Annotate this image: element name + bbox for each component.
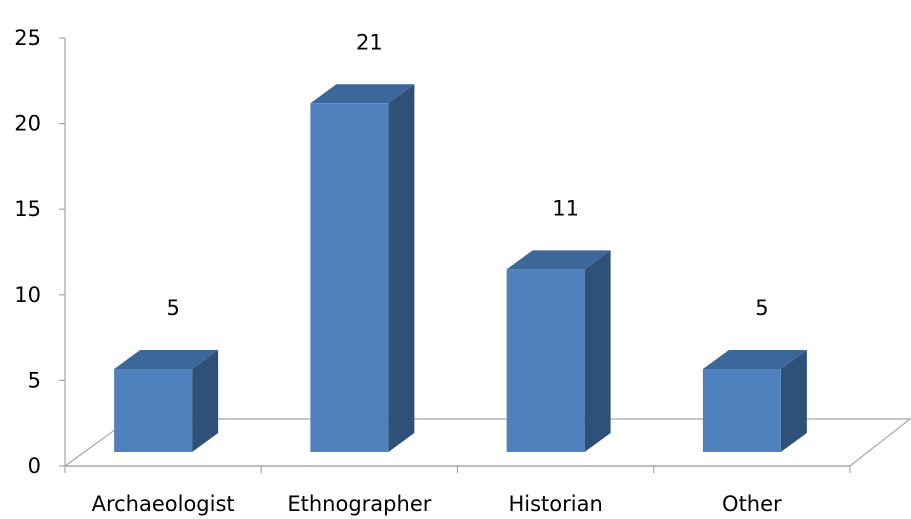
- bar-archaeologist: [114, 349, 219, 452]
- bar-top-face: [702, 349, 807, 369]
- y-tick-label: 5: [28, 368, 41, 392]
- bar-front-face: [702, 368, 781, 452]
- data-label-ethnographer: 21: [356, 30, 383, 54]
- chart-bars: [114, 84, 807, 453]
- bar-top-face: [506, 250, 611, 270]
- bar-front-face: [310, 103, 389, 453]
- bar-front-face: [114, 368, 193, 452]
- chart-axes: [59, 37, 851, 473]
- y-tick-label: 10: [14, 283, 41, 307]
- bar-historian: [506, 250, 611, 452]
- bar-side-face: [192, 349, 219, 452]
- x-tick-label: Archaeologist: [92, 492, 235, 516]
- x-tick-label: Other: [722, 492, 782, 516]
- x-tick-label: Historian: [508, 492, 602, 516]
- data-label-historian: 11: [552, 196, 579, 220]
- bar-top-face: [114, 349, 219, 369]
- data-label-archaeologist: 5: [166, 296, 179, 320]
- y-tick-label: 20: [14, 112, 41, 136]
- bar-side-face: [780, 349, 807, 452]
- x-tick-label: Ethnographer: [287, 492, 431, 516]
- bar-front-face: [506, 269, 585, 452]
- y-tick-label: 0: [28, 454, 41, 478]
- bar-ethnographer: [310, 84, 415, 453]
- chart-text: 0 5 10 15 20 25 5 Archaeologist 21 Ethnographer 11…: [14, 26, 782, 516]
- data-label-other: 5: [755, 296, 768, 320]
- bar-side-face: [584, 250, 611, 452]
- bar-top-face: [310, 84, 415, 104]
- y-tick-label: 15: [14, 197, 41, 221]
- y-tick-label: 25: [14, 26, 41, 50]
- bar-side-face: [388, 84, 415, 453]
- bar-other: [702, 349, 807, 452]
